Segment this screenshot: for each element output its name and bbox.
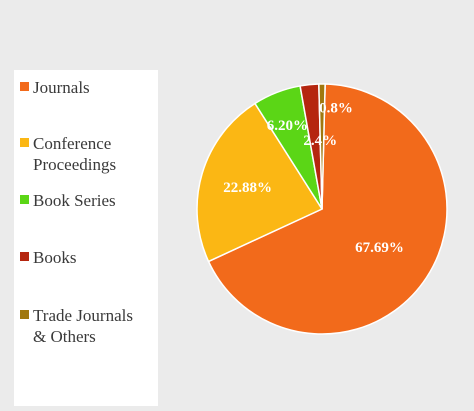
- legend-label-conference-proceedings-line-2: Proceedings: [33, 155, 116, 174]
- legend-label-trade-journals-others-line-2: & Others: [33, 327, 96, 346]
- legend-label-journals: Journals: [33, 78, 90, 97]
- legend-swatch-book-series: [20, 195, 29, 204]
- legend: Journals Conference Proceedings Book Series…: [20, 78, 133, 346]
- legend-label-trade-journals-others-line-1: Trade Journals: [33, 306, 133, 325]
- pie-slice-trade-journals-others: [318, 83, 326, 210]
- legend-label-book-series: Book Series: [33, 191, 116, 210]
- data-label-trade-journals-others: 0.8%: [319, 101, 353, 117]
- pie-slice-journals: [207, 83, 448, 335]
- data-label-books: 2.4%: [303, 133, 337, 149]
- data-label-journals: 67.69%: [355, 240, 404, 256]
- legend-swatch-conference-proceedings: [20, 138, 29, 147]
- data-label-conference-proceedings: 22.88%: [223, 180, 272, 196]
- pie-slice-conference-proceedings: [196, 102, 324, 263]
- legend-label-books: Books: [33, 248, 76, 267]
- pie-data-labels: 67.69% 22.88% 6.20%2.4% 0.8%: [223, 101, 404, 256]
- legend-swatch-books: [20, 252, 29, 261]
- legend-swatch-journals: [20, 82, 29, 91]
- data-label-book-series: 6.20%: [267, 118, 308, 134]
- pie-slices: [196, 83, 448, 335]
- legend-swatch-trade-journals-others: [20, 310, 29, 319]
- legend-label-conference-proceedings-line-1: Conference: [33, 134, 111, 153]
- legend-panel: [14, 70, 158, 406]
